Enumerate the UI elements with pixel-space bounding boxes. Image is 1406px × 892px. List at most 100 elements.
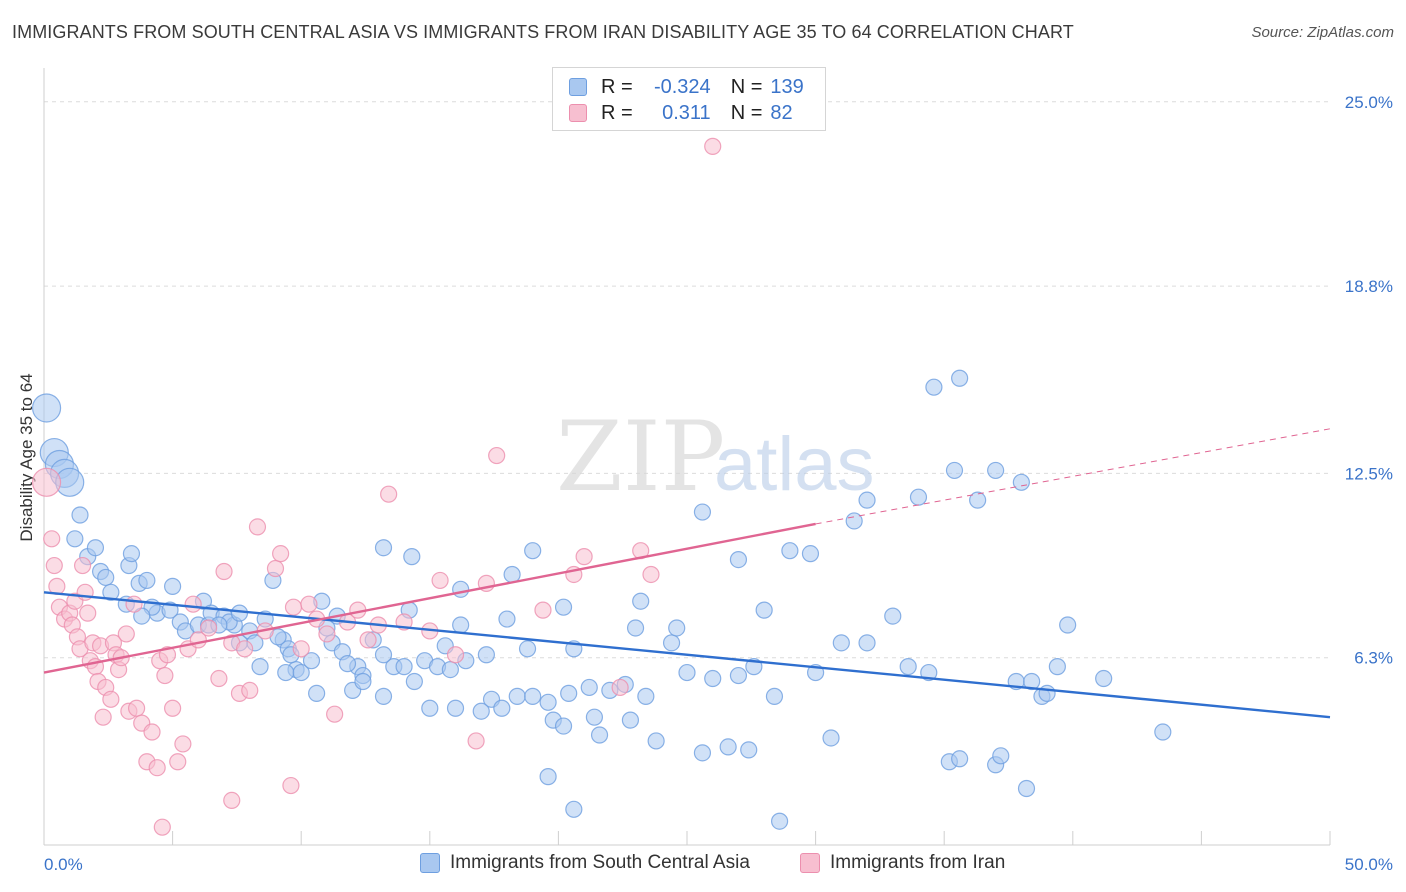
point-south-central-asia xyxy=(251,658,269,676)
point-south-central-asia xyxy=(678,663,696,682)
point-south-central-asia xyxy=(845,512,863,530)
point-iran xyxy=(200,619,218,637)
point-south-central-asia xyxy=(498,610,516,628)
point-south-central-asia xyxy=(452,580,470,598)
point-south-central-asia xyxy=(230,604,249,622)
point-south-central-asia xyxy=(524,542,542,560)
point-south-central-asia xyxy=(395,658,413,676)
point-south-central-asia xyxy=(138,571,156,590)
stats-legend: R = -0.324 N = 139 R = 0.311 N = 82 xyxy=(552,67,826,131)
point-iran xyxy=(248,518,267,536)
n-label: N = xyxy=(730,75,763,98)
point-south-central-asia xyxy=(662,634,681,652)
point-iran xyxy=(156,666,174,685)
point-iran xyxy=(431,571,449,590)
point-south-central-asia xyxy=(770,812,789,830)
legend-swatch-south-central-asia xyxy=(569,78,587,96)
point-south-central-asia xyxy=(102,583,120,601)
bottom-legend-swatch-south-central-asia xyxy=(420,853,440,873)
point-south-central-asia xyxy=(277,663,295,682)
point-south-central-asia xyxy=(765,687,784,705)
legend-row-south-central-asia: R = -0.324 N = 139 xyxy=(569,74,804,100)
point-south-central-asia xyxy=(374,539,393,557)
point-south-central-asia xyxy=(441,661,459,679)
point-iran xyxy=(79,604,97,622)
point-south-central-asia xyxy=(71,506,89,524)
watermark-zip: ZIP xyxy=(556,401,725,513)
point-south-central-asia xyxy=(374,646,393,664)
r-label: R = xyxy=(601,101,633,124)
point-iran xyxy=(102,690,120,708)
y-tick-label: 18.8% xyxy=(1345,277,1393,296)
point-south-central-asia xyxy=(992,747,1010,765)
point-iran xyxy=(174,735,192,753)
n-value: 139 xyxy=(770,75,804,98)
point-iran xyxy=(94,708,112,726)
point-iran xyxy=(467,732,485,750)
point-south-central-asia xyxy=(951,750,969,768)
point-iran xyxy=(488,446,506,465)
point-south-central-asia xyxy=(503,565,521,584)
point-south-central-asia xyxy=(524,687,542,705)
chart-title: IMMIGRANTS FROM SOUTH CENTRAL ASIA VS IM… xyxy=(12,22,1074,42)
point-south-central-asia xyxy=(421,699,439,717)
point-iran xyxy=(292,640,310,658)
n-label: N = xyxy=(730,101,763,124)
bottom-legend-swatch-iran xyxy=(800,853,820,873)
point-iran xyxy=(215,562,233,581)
point-south-central-asia xyxy=(987,461,1005,480)
point-iran xyxy=(236,640,254,658)
point-south-central-asia xyxy=(925,378,943,396)
point-south-central-asia xyxy=(884,607,902,625)
point-iran xyxy=(534,601,552,619)
point-iran xyxy=(73,556,92,575)
point-south-central-asia xyxy=(755,601,773,619)
point-iran xyxy=(127,699,146,717)
point-iran xyxy=(266,559,285,578)
y-axis-label: Disability Age 35 to 64 xyxy=(17,373,36,541)
point-south-central-asia xyxy=(493,699,511,717)
point-south-central-asia xyxy=(832,634,850,652)
point-iran xyxy=(704,137,722,155)
point-south-central-asia xyxy=(446,699,465,717)
point-south-central-asia xyxy=(969,491,987,509)
legend-swatch-iran xyxy=(569,104,587,122)
bottom-legend-iran: Immigrants from Iran xyxy=(800,852,1005,874)
point-south-central-asia xyxy=(1038,684,1056,702)
point-south-central-asia xyxy=(472,702,490,720)
bottom-legend-label: Immigrants from South Central Asia xyxy=(450,852,750,873)
point-south-central-asia xyxy=(637,687,655,705)
point-south-central-asia xyxy=(374,687,393,705)
n-value: 82 xyxy=(770,101,793,124)
point-south-central-asia xyxy=(580,678,598,697)
point-iran xyxy=(45,556,63,575)
point-south-central-asia xyxy=(729,666,748,685)
point-iran xyxy=(284,598,303,616)
point-south-central-asia xyxy=(899,658,917,676)
watermark-atlas: atlas xyxy=(714,422,875,507)
point-south-central-asia xyxy=(86,539,105,557)
bottom-legend-label: Immigrants from Iran xyxy=(830,852,1006,873)
point-south-central-asia xyxy=(66,530,84,548)
point-south-central-asia xyxy=(1023,672,1041,691)
point-south-central-asia xyxy=(621,711,640,729)
point-iran xyxy=(446,646,465,664)
point-south-central-asia xyxy=(565,800,583,818)
point-iran xyxy=(575,548,593,566)
point-iran xyxy=(326,705,344,723)
point-south-central-asia xyxy=(302,652,321,670)
point-south-central-asia xyxy=(1012,473,1030,491)
point-south-central-asia xyxy=(729,551,748,569)
y-tick-label: 6.3% xyxy=(1354,649,1393,668)
point-iran xyxy=(184,595,202,613)
source-credit: Source: ZipAtlas.com xyxy=(1251,24,1394,41)
y-tick-label: 25.0% xyxy=(1345,93,1393,112)
point-south-central-asia xyxy=(632,592,650,610)
trend-line-south-central-asia xyxy=(43,591,1331,719)
r-value: -0.324 xyxy=(653,75,711,98)
point-iran xyxy=(169,753,187,771)
point-iran xyxy=(272,545,290,563)
point-south-central-asia xyxy=(590,726,609,744)
point-iran xyxy=(210,669,228,688)
